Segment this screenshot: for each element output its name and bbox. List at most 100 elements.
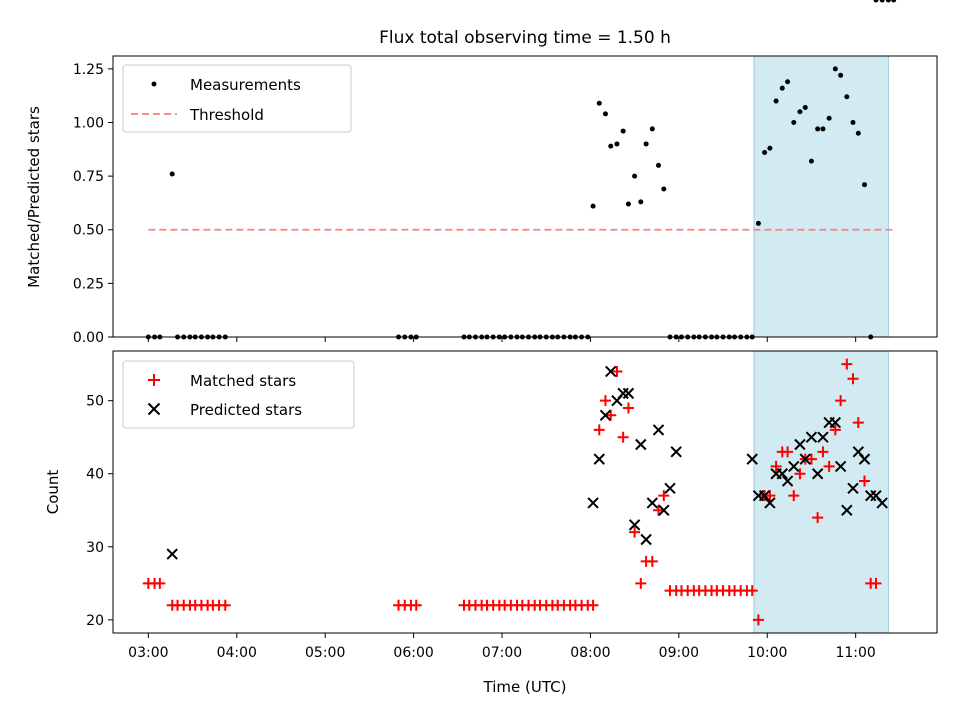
predicted-star-point — [876, 497, 888, 509]
measurement-point — [844, 94, 850, 100]
predicted-star-point — [628, 519, 641, 531]
predicted-star-point — [764, 497, 776, 509]
measurement-point — [785, 79, 791, 85]
predicted-star-point — [635, 438, 647, 451]
x-tick-label: 08:00 — [570, 645, 610, 661]
measurement-point — [767, 145, 773, 151]
measurement-point — [661, 186, 667, 192]
matched-star-point — [770, 460, 782, 472]
predicted-star-point — [799, 453, 811, 465]
predicted-star-point — [776, 468, 788, 480]
measurement-point — [762, 150, 768, 156]
measurement-point — [855, 130, 861, 136]
predicted-star-point — [664, 482, 676, 495]
predicted-star-point — [658, 504, 670, 516]
measurement-point — [169, 171, 175, 177]
matched-star-point — [410, 599, 422, 611]
matched-star-point — [587, 599, 599, 611]
predicted-star-point — [746, 453, 758, 465]
top-y-tick-label: 1.25 — [73, 62, 104, 78]
x-axis-label: Time (UTC) — [483, 678, 567, 696]
matched-star-point — [805, 453, 817, 465]
matched-star-point — [622, 402, 634, 414]
matched-star-point — [823, 460, 835, 472]
measurement-point — [838, 72, 844, 78]
measurement-point — [791, 119, 797, 125]
matched-star-point — [635, 577, 647, 589]
x-tick-label: 04:00 — [217, 645, 257, 661]
top-y-axis-ticks: 0.00 0.25 0.50 0.75 1.00 1.25 — [73, 62, 113, 346]
legend-threshold-label: Threshold — [189, 106, 264, 124]
matched-star-point — [829, 424, 841, 436]
matched-star-point — [593, 424, 605, 436]
predicted-star-point — [788, 460, 800, 473]
matched-star-point — [653, 504, 665, 516]
measurement-point — [815, 126, 821, 132]
matched-star-point — [764, 490, 776, 502]
x-tick-label: 07:00 — [482, 645, 522, 661]
measurement-point — [873, 0, 879, 3]
measurement-point — [755, 220, 761, 226]
matched-star-point — [841, 358, 853, 370]
measurement-point — [832, 66, 838, 72]
top-y-tick-label: 0.25 — [73, 276, 104, 292]
measurement-point — [608, 143, 614, 149]
top-y-tick-label: 0.50 — [73, 223, 104, 239]
predicted-star-point — [858, 453, 871, 465]
measurement-point — [590, 203, 596, 209]
bottom-y-axis-label: Count — [44, 470, 62, 515]
measurement-point — [862, 182, 868, 188]
predicted-star-point — [640, 533, 652, 546]
predicted-star-point — [670, 446, 682, 458]
matched-star-point — [752, 614, 764, 626]
matched-star-point — [812, 512, 824, 524]
predicted-star-point — [166, 548, 178, 560]
predicted-star-point — [758, 489, 771, 502]
predicted-legend-marker — [147, 402, 161, 416]
matched-star-points — [143, 359, 882, 626]
predicted-star-point — [587, 497, 599, 509]
top-y-tick-label: 0.00 — [73, 330, 104, 346]
measurement-point — [625, 201, 631, 207]
bottom-y-tick-label: 40 — [86, 467, 104, 483]
predicted-star-point — [605, 365, 617, 378]
x-tick-label: 03:00 — [128, 645, 168, 661]
predicted-star-point — [847, 482, 859, 495]
matched-star-point — [794, 468, 806, 480]
predicted-star-point — [829, 416, 842, 429]
measurement-point — [797, 109, 803, 115]
matched-star-point — [629, 526, 641, 538]
matched-star-point — [219, 599, 231, 611]
measurement-point — [802, 104, 808, 110]
predicted-star-point — [617, 387, 629, 400]
matched-star-point — [605, 409, 617, 421]
predicted-star-point — [811, 468, 824, 480]
x-tick-label: 05:00 — [305, 645, 345, 661]
matched-star-point — [617, 431, 629, 443]
top-y-tick-label: 0.75 — [73, 169, 104, 185]
measurement-point — [885, 0, 891, 3]
measurement-point — [891, 0, 897, 3]
bottom-legend: Matched stars Predicted stars — [122, 360, 355, 429]
bottom-y-tick-label: 20 — [86, 613, 104, 629]
predicted-star-point — [841, 504, 853, 516]
predicted-star-point — [646, 497, 659, 509]
measurement-point — [620, 128, 626, 134]
predicted-star-point — [622, 387, 635, 400]
bottom-plot-frame — [112, 350, 938, 634]
matched-star-point — [599, 395, 611, 407]
x-tick-label: 06:00 — [393, 645, 433, 661]
top-highlight-span — [753, 55, 889, 338]
bottom-y-tick-label: 30 — [86, 540, 104, 556]
x-tick-label: 09:00 — [659, 645, 699, 661]
predicted-star-point — [599, 409, 612, 421]
measurement-point — [632, 173, 638, 179]
predicted-star-point — [834, 460, 847, 473]
bottom-y-axis-ticks: 20 30 40 50 — [86, 394, 113, 629]
predicted-star-points — [166, 365, 888, 560]
matched-star-point — [835, 395, 847, 407]
matched-legend-marker — [148, 374, 160, 386]
top-y-tick-label: 1.00 — [73, 115, 104, 131]
measurement-point — [602, 111, 608, 117]
matched-star-point — [782, 446, 794, 458]
